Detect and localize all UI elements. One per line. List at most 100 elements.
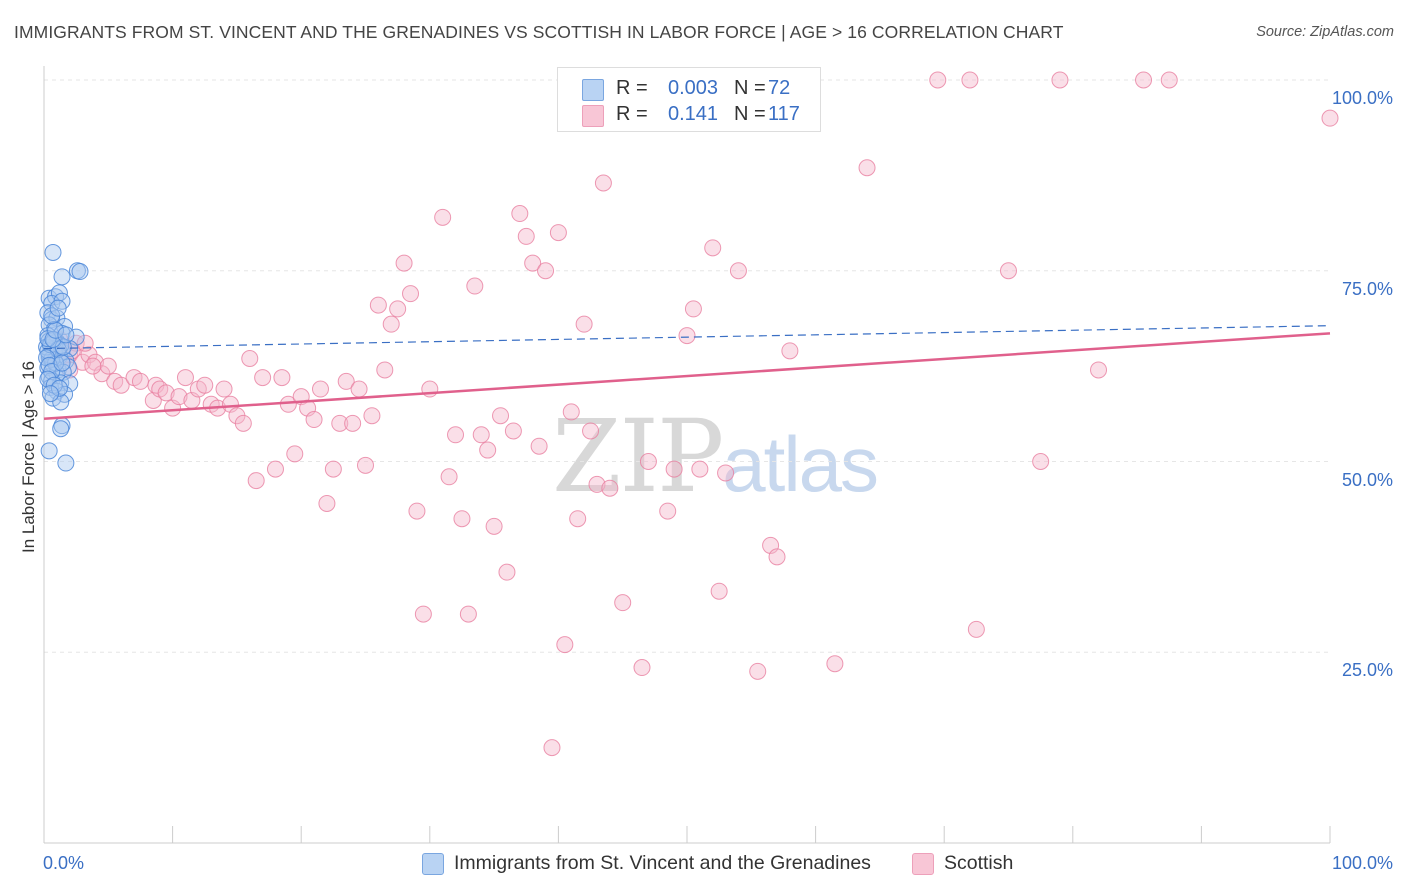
- scottish-point: [247, 472, 265, 490]
- scottish-point: [466, 277, 484, 295]
- scottish-point: [254, 369, 272, 387]
- immigrants-point: [47, 354, 65, 372]
- immigrants-point: [41, 385, 59, 403]
- scottish-point: [517, 227, 535, 245]
- r-value: 0.003: [667, 77, 719, 99]
- scottish-point: [485, 517, 503, 535]
- immigrants-point: [49, 299, 67, 317]
- source-credit: Source: ZipAtlas.com: [1256, 24, 1394, 40]
- scottish-point: [318, 494, 336, 512]
- legend-label: Immigrants from St. Vincent and the Gren…: [454, 852, 871, 874]
- x-tick-label-max: 100.0%: [1331, 853, 1393, 873]
- n-value: 117: [768, 103, 800, 125]
- immigrants-point: [39, 370, 57, 388]
- scottish-point: [710, 582, 728, 600]
- scottish-point: [588, 475, 606, 493]
- scottish-point: [717, 464, 735, 482]
- scottish-point: [459, 605, 477, 623]
- scottish-point: [363, 407, 381, 425]
- scottish-point: [382, 315, 400, 333]
- r-label: R =: [616, 77, 648, 99]
- scottish-point: [331, 414, 349, 432]
- scottish-point: [234, 414, 252, 432]
- scottish-point: [453, 510, 471, 528]
- scottish-point: [543, 739, 561, 757]
- scottish-point: [344, 414, 362, 432]
- scottish-point: [357, 456, 374, 474]
- scottish-point: [594, 174, 612, 192]
- scottish-point: [659, 502, 677, 520]
- immigrants-point: [53, 354, 71, 372]
- scottish-point: [826, 655, 844, 673]
- immigrants-point: [57, 326, 75, 344]
- scottish-point: [556, 636, 574, 654]
- scottish-point: [350, 380, 368, 398]
- scottish-point: [305, 411, 323, 429]
- immigrants-point: [52, 374, 70, 392]
- scottish-point: [1135, 71, 1153, 89]
- scottish-point: [549, 224, 567, 242]
- n-label: N =: [734, 103, 766, 125]
- series-legend: Immigrants from St. Vincent and the Gren…: [0, 852, 1406, 878]
- scottish-point: [447, 426, 465, 444]
- scottish-point: [324, 460, 342, 478]
- scottish-point: [524, 254, 542, 272]
- scottish-point: [84, 357, 102, 375]
- legend-swatch-pink: [912, 853, 934, 875]
- scottish-point: [408, 502, 426, 520]
- scottish-point: [1051, 71, 1069, 89]
- chart-title: IMMIGRANTS FROM ST. VINCENT AND THE GREN…: [14, 22, 1064, 42]
- immigrants-point: [50, 379, 68, 397]
- legend-swatch-pink: [582, 105, 604, 127]
- y-tick-label: 50.0%: [1341, 469, 1393, 490]
- scottish-point: [678, 327, 696, 345]
- scottish-point: [498, 563, 516, 581]
- scottish-point: [196, 376, 214, 394]
- legend-swatch-blue: [422, 853, 444, 875]
- scottish-point: [395, 254, 413, 272]
- scottish-point: [504, 422, 522, 440]
- scottish-point: [157, 384, 175, 402]
- immigrants-point: [45, 376, 63, 394]
- immigrants-point: [53, 268, 71, 286]
- y-tick-label: 75.0%: [1341, 278, 1393, 299]
- scottish-point: [530, 437, 548, 455]
- immigrants-point: [52, 420, 70, 438]
- scottish-point: [414, 605, 432, 623]
- scottish-point: [582, 422, 600, 440]
- watermark-atlas: atlas: [722, 420, 879, 508]
- scottish-trend-line: [43, 332, 1331, 421]
- scottish-point: [112, 376, 130, 394]
- watermark-zip: ZIP: [552, 398, 724, 515]
- scottish-point: [337, 372, 355, 390]
- scottish-point: [569, 510, 587, 528]
- scottish-point: [665, 460, 683, 478]
- legend-swatch-blue: [582, 79, 604, 101]
- scottish-point: [639, 453, 657, 470]
- scottish-point: [858, 159, 876, 177]
- scottish-point: [704, 239, 722, 257]
- scottish-point: [376, 361, 394, 379]
- y-tick-label: 25.0%: [1341, 660, 1393, 681]
- x-tick-label-min: 0.0%: [43, 853, 85, 873]
- scottish-point: [266, 460, 284, 478]
- scottish-point: [434, 208, 452, 226]
- legend-label: Scottish: [944, 852, 1014, 874]
- scottish-point: [176, 369, 194, 387]
- scottish-point: [402, 285, 420, 303]
- scottish-point: [241, 349, 259, 367]
- n-value: 72: [768, 77, 791, 99]
- scottish-point: [170, 388, 188, 406]
- y-tick-label: 100.0%: [1331, 88, 1393, 108]
- immigrants-point: [44, 243, 62, 261]
- immigrants-point: [44, 389, 62, 407]
- scottish-point: [691, 460, 709, 478]
- scottish-point: [215, 380, 233, 398]
- scottish-point: [1032, 453, 1050, 470]
- immigrants-point: [71, 263, 89, 281]
- immigrants-point: [57, 454, 75, 472]
- scottish-point: [575, 315, 593, 333]
- scottish-point: [929, 71, 947, 89]
- scottish-point: [1321, 109, 1339, 127]
